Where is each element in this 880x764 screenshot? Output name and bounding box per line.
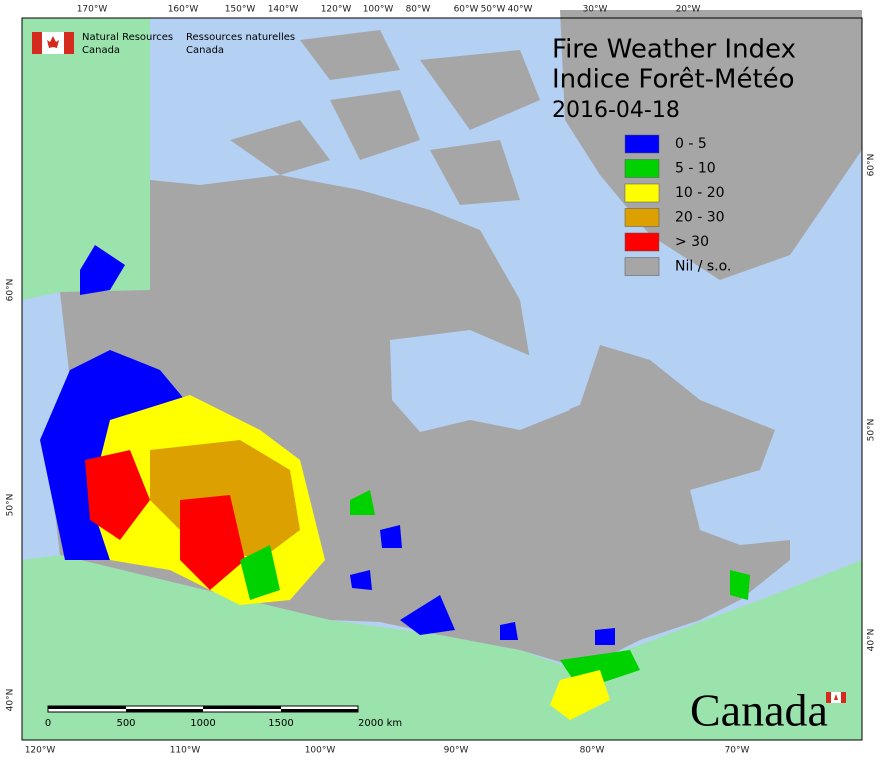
legend-label: 5 - 10 (675, 161, 716, 177)
legend-swatch (624, 183, 660, 203)
graticule-label: 80°W (406, 5, 431, 15)
graticule-label: 30°W (583, 5, 608, 15)
graticule-label: 80°W (580, 746, 605, 756)
graticule-label: 110°W (170, 746, 201, 756)
legend-label: 0 - 5 (675, 136, 707, 152)
legend-swatch (624, 134, 660, 154)
title-fr: Indice Forêt-Météo (552, 65, 795, 95)
legend-swatch (624, 159, 660, 178)
legend-swatch (624, 208, 660, 227)
legend-swatch (624, 257, 660, 276)
agency-en: Natural Resources (82, 32, 173, 43)
hudson-bay (390, 330, 570, 432)
graticule-label: 50°N (6, 494, 16, 517)
flag (32, 32, 846, 703)
legend-label: Nil / s.o. (675, 259, 731, 275)
graticule-label: 100°W (363, 5, 394, 15)
graticule-label: 170°W (77, 5, 108, 15)
land-other (22, 18, 862, 740)
legend-label: 10 - 20 (675, 185, 725, 201)
legend-label: > 30 (675, 234, 709, 250)
fwi-patches (40, 245, 750, 720)
graticule-label: 60°N (867, 154, 877, 177)
graticule-label: 40°N (867, 629, 877, 652)
graticule-label: 20°W (676, 5, 701, 15)
graticule-label: 120°W (321, 5, 352, 15)
graticule-label: 40°N (6, 689, 16, 712)
graticule-label: 140°W (268, 5, 299, 15)
graticule-label: 100°W (305, 746, 336, 756)
date: 2016-04-18 (552, 98, 680, 123)
scale-label: 500 (116, 718, 135, 729)
legend-swatch (624, 232, 660, 252)
agency-en: Canada (82, 45, 120, 56)
scale-label: 0 (45, 718, 51, 729)
graticule-label: 50°W (481, 5, 506, 15)
scale-label: 1500 (268, 718, 293, 729)
graticule-label: 60°N (6, 279, 16, 302)
graticule-label: 90°W (444, 746, 469, 756)
graticule-label: 150°W (225, 5, 256, 15)
graticule-label: 40°W (508, 5, 533, 15)
agency-fr: Ressources naturelles (186, 32, 295, 43)
graticule-label: 120°W (25, 746, 56, 756)
wordmark: Canada (690, 685, 828, 736)
frame (21, 17, 863, 741)
graticule-label: 160°W (168, 5, 199, 15)
agency-fr: Canada (186, 45, 224, 56)
title: Fire Weather Index (552, 35, 796, 65)
legend-label: 20 - 30 (675, 210, 725, 226)
graticule-label: 60°W (454, 5, 479, 15)
scale-label: 1000 (190, 718, 215, 729)
graticule-label: 70°W (725, 746, 750, 756)
scale-bar (47, 705, 359, 713)
scale-label: 2000 km (358, 718, 402, 729)
graticule-label: 50°N (867, 419, 877, 442)
